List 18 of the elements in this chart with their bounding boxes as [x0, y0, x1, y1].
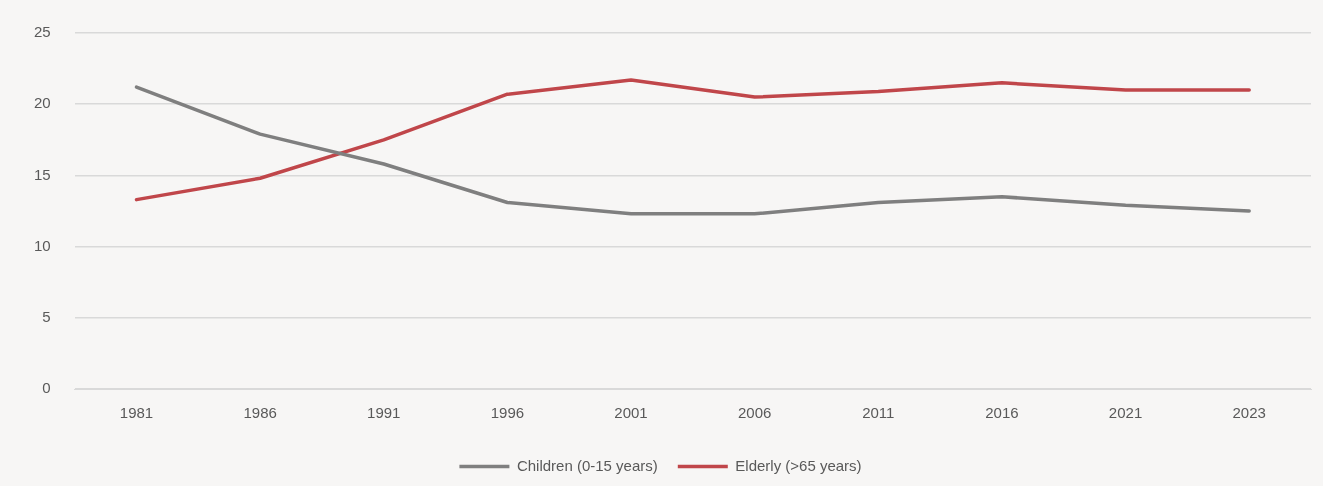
y-tick-label: 25	[34, 23, 51, 41]
y-tick-label: 5	[42, 307, 51, 325]
x-tick-label: 2023	[1232, 404, 1266, 422]
legend-label: Elderly (>65 years)	[735, 456, 862, 474]
y-tick-label: 0	[42, 379, 51, 397]
x-tick-label: 2021	[1108, 404, 1143, 422]
y-tick-label: 20	[34, 94, 51, 112]
x-tick-label: 1986	[243, 404, 277, 422]
y-tick-label: 10	[34, 236, 51, 254]
x-tick-label: 2006	[737, 404, 772, 422]
legend-label: Children (0-15 years)	[516, 456, 658, 474]
x-tick-label: 1996	[490, 404, 525, 422]
x-tick-label: 2011	[862, 404, 895, 422]
x-tick-label: 1991	[367, 404, 401, 422]
x-tick-label: 1981	[119, 404, 154, 422]
x-tick-label: 2016	[985, 404, 1019, 422]
y-tick-label: 15	[34, 165, 51, 183]
x-tick-label: 2001	[614, 404, 648, 422]
